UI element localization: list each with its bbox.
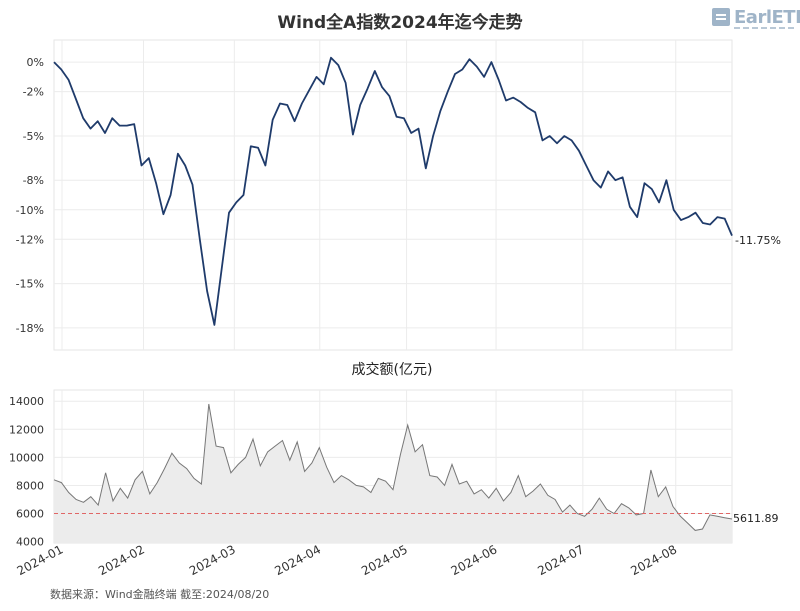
- series-lines-layer: [53, 56, 733, 531]
- index-series-line: [53, 56, 733, 326]
- top-y-tick-label: -10%: [16, 204, 44, 217]
- top-chart-title: Wind全A指数2024年迄今走势: [277, 12, 522, 33]
- volume-area-fill: [54, 404, 732, 543]
- top-y-tick-label: 0%: [27, 56, 44, 69]
- bottom-y-tick-label: 12000: [9, 423, 44, 436]
- volume-area-layer: [54, 404, 732, 543]
- logo-text: EarlETF: [734, 7, 800, 28]
- logo-subtext-decoration: [734, 27, 794, 29]
- index-end-label: -11.75%: [735, 234, 781, 247]
- bottom-y-tick-label: 6000: [16, 508, 44, 521]
- bottom-y-tick-label: 8000: [16, 479, 44, 492]
- top-y-tick-label: -18%: [16, 322, 44, 335]
- bottom-y-axis-ticks: 14000 12000 10000 8000 6000 4000: [9, 395, 44, 548]
- earletf-logo: EarlETF: [712, 7, 800, 32]
- volume-series-line: [53, 403, 733, 531]
- bottom-y-tick-label: 10000: [9, 451, 44, 464]
- top-y-tick-label: -5%: [23, 130, 44, 143]
- source-note: 数据来源：Wind金融终端 截至:2024/08/20: [50, 587, 269, 601]
- top-y-tick-label: -12%: [16, 233, 44, 246]
- top-y-tick-label: -15%: [16, 278, 44, 291]
- bottom-y-tick-label: 4000: [16, 536, 44, 549]
- bottom-y-tick-label: 14000: [9, 395, 44, 408]
- volume-end-label: 5611.89: [733, 512, 779, 525]
- top-plot-frame: [53, 39, 733, 351]
- logo-mark-icon: [712, 8, 730, 26]
- top-y-tick-label: -2%: [23, 86, 44, 99]
- top-chart-grid: [53, 39, 733, 351]
- top-y-axis-ticks: 0% -2% -5% -8% -10% -12% -15% -18%: [16, 56, 44, 335]
- bottom-chart-title: 成交额(亿元): [352, 361, 433, 378]
- top-y-tick-label: -8%: [23, 174, 44, 187]
